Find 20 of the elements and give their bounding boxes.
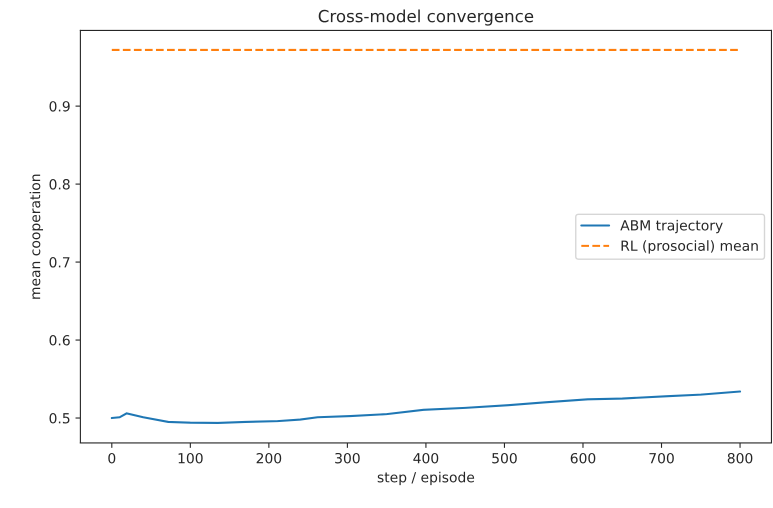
line-series [110,390,742,424]
y-tick-label: 0.9 [50,101,70,112]
x-tick-label: 0 [108,452,116,464]
x-tick-label: 400 [413,452,438,464]
x-tick-label: 500 [492,452,517,464]
x-tick-label: 600 [570,452,596,464]
x-tick-label: 800 [728,452,752,464]
y-tick-label: 0.7 [50,257,70,268]
legend-label: RL (prosocial) mean [622,240,758,254]
x-tick-label: 100 [178,452,203,464]
y-tick-label: 0.6 [50,335,70,346]
x-tick-label: 700 [649,452,674,464]
chart-title: Cross-model convergence [318,9,534,26]
legend-label: ABM trajectory [620,220,723,234]
x-tick-label: 200 [256,452,282,464]
x-tick-label: 300 [335,452,360,464]
y-axis-title: mean cooperation [30,174,44,299]
y-tick-label: 0.8 [50,179,70,190]
y-tick-label: 0.5 [50,412,70,424]
x-axis-title: step / episode [378,472,474,486]
